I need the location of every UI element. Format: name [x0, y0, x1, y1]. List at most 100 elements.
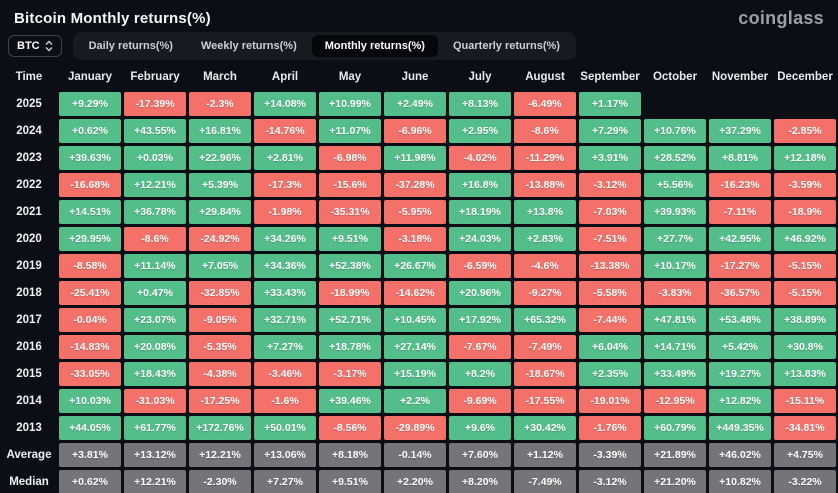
row-label-average: Average [6, 449, 52, 461]
return-cell: +13.83% [774, 362, 836, 386]
return-cell: -18.67% [514, 362, 576, 386]
row-label-2022: 2022 [16, 179, 42, 191]
table-row-2024: 2024 +0.62% +43.55% +16.81% -14.76% +11.07% -6… [2, 119, 836, 143]
return-cell: -25.41% [59, 281, 121, 305]
table-row-average: Average +3.81% +13.12% +12.21% +13.06% +8.18%… [2, 443, 836, 467]
return-cell: +5.39% [189, 173, 251, 197]
return-cell: +12.18% [774, 146, 836, 170]
tab-monthly-returns[interactable]: Monthly returns(%) [311, 35, 438, 57]
return-cell: +0.03% [124, 146, 186, 170]
row-label-2021: 2021 [16, 206, 42, 218]
return-cell: -5.95% [384, 200, 446, 224]
return-cell: -1.6% [254, 389, 316, 413]
return-cell: +61.77% [124, 416, 186, 440]
return-cell: +29.84% [189, 200, 251, 224]
table-row-median: Median +0.62% +12.21% -2.30% +7.27% +9.51% +2.… [2, 470, 836, 493]
return-cell: +12.82% [709, 389, 771, 413]
return-cell: -17.3% [254, 173, 316, 197]
return-cell: +7.60% [449, 443, 511, 467]
return-cell: -33.05% [59, 362, 121, 386]
return-cell: +4.75% [774, 443, 836, 467]
coin-selector[interactable]: BTC [8, 35, 62, 57]
return-cell: +22.96% [189, 146, 251, 170]
table-row-2025: 2025 +9.29% -17.39% -2.3% +14.08% +10.99% +2.4… [2, 92, 836, 116]
row-label-2017: 2017 [16, 314, 42, 326]
column-header-january: January [67, 71, 113, 83]
return-cell: -7.49% [514, 335, 576, 359]
row-label-2019: 2019 [16, 260, 42, 272]
return-cell: +10.17% [644, 254, 706, 278]
return-cell: +46.02% [709, 443, 771, 467]
return-cell: +20.96% [449, 281, 511, 305]
row-label-2014: 2014 [16, 395, 42, 407]
table-row-2018: 2018 -25.41% +0.47% -32.85% +33.43% -18.99% -1… [2, 281, 836, 305]
column-header-april: April [271, 71, 299, 83]
return-cell: +13.12% [124, 443, 186, 467]
return-cell: +1.12% [514, 443, 576, 467]
table-row-2015: 2015 -33.05% +18.43% -4.38% -3.46% -3.17% +15.… [2, 362, 836, 386]
return-cell: -17.27% [709, 254, 771, 278]
return-cell: -17.39% [124, 92, 186, 116]
return-cell: +10.82% [709, 470, 771, 493]
return-cell: +2.83% [514, 227, 576, 251]
return-cell: +12.21% [189, 443, 251, 467]
return-cell: +8.18% [319, 443, 381, 467]
return-cell: +27.14% [384, 335, 446, 359]
return-cell: +42.95% [709, 227, 771, 251]
tab-daily-returns[interactable]: Daily returns(%) [76, 35, 186, 57]
return-cell: -4.38% [189, 362, 251, 386]
table-row-2013: 2013 +44.05% +61.77% +172.76% +50.01% -8.56% -… [2, 416, 836, 440]
return-cell: -24.92% [189, 227, 251, 251]
return-cell: +2.95% [449, 119, 511, 143]
tab-quarterly-returns[interactable]: Quarterly returns(%) [440, 35, 573, 57]
return-cell: +60.79% [644, 416, 706, 440]
row-label-2015: 2015 [16, 368, 42, 380]
tab-weekly-returns[interactable]: Weekly returns(%) [188, 35, 310, 57]
return-cell: +39.93% [644, 200, 706, 224]
column-header-time: Time [15, 71, 43, 83]
coin-selector-label: BTC [17, 40, 40, 52]
table-row-2022: 2022 -16.68% +12.21% +5.39% -17.3% -15.6% -37.… [2, 173, 836, 197]
return-cell: +11.14% [124, 254, 186, 278]
return-cell: +44.05% [59, 416, 121, 440]
return-cell: +9.51% [319, 227, 381, 251]
return-cell: -0.04% [59, 308, 121, 332]
return-cell: +12.21% [124, 173, 186, 197]
return-cell: +20.08% [124, 335, 186, 359]
return-cell: +2.2% [384, 389, 446, 413]
return-cell: -5.15% [774, 281, 836, 305]
return-cell: -8.6% [514, 119, 576, 143]
column-header-march: March [203, 71, 237, 83]
top-bar: Bitcoin Monthly returns(%) coinglass [0, 0, 838, 32]
return-cell: +23.07% [124, 308, 186, 332]
return-cell: +0.62% [59, 470, 121, 493]
return-cell: -14.83% [59, 335, 121, 359]
row-label-2013: 2013 [16, 422, 42, 434]
return-cell: +34.36% [254, 254, 316, 278]
return-cell: -4.02% [449, 146, 511, 170]
return-cell: +36.78% [124, 200, 186, 224]
return-cell: -13.38% [579, 254, 641, 278]
return-cell: +19.27% [709, 362, 771, 386]
return-cell: -32.85% [189, 281, 251, 305]
return-cell: -3.46% [254, 362, 316, 386]
return-cell: +39.46% [319, 389, 381, 413]
table-row-2023: 2023 +39.63% +0.03% +22.96% +2.81% -6.98% +11.… [2, 146, 836, 170]
return-cell: -7.51% [579, 227, 641, 251]
return-cell: -6.98% [319, 146, 381, 170]
row-label-median: Median [9, 476, 49, 488]
return-cell: +24.03% [449, 227, 511, 251]
return-cell: +6.04% [579, 335, 641, 359]
return-cell: -16.23% [709, 173, 771, 197]
return-cell: +27.7% [644, 227, 706, 251]
return-cell [709, 92, 771, 116]
table-row-2016: 2016 -14.83% +20.08% -5.35% +7.27% +18.78% +27… [2, 335, 836, 359]
return-cell [644, 92, 706, 116]
return-cell: +17.92% [449, 308, 511, 332]
return-cell: +5.56% [644, 173, 706, 197]
return-cell: +0.62% [59, 119, 121, 143]
chevron-up-down-icon [45, 40, 53, 52]
return-cell: +53.48% [709, 308, 771, 332]
returns-table: Time January February March April May June July… [2, 66, 836, 493]
return-cell: +13.06% [254, 443, 316, 467]
